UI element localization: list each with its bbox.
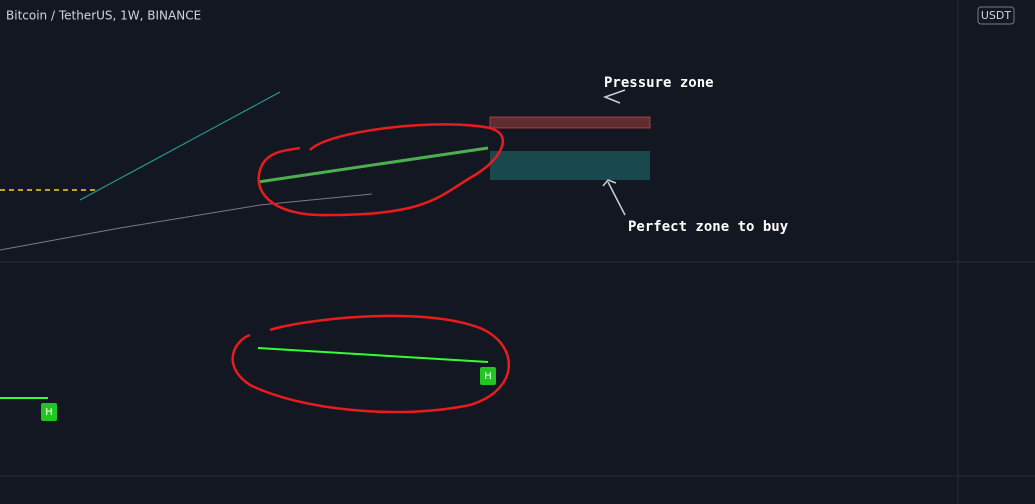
moving-average [0, 193, 373, 251]
pivot-label: H [45, 407, 53, 418]
indicator-divergence-line [257, 347, 489, 363]
annotation: Pressure zone [604, 75, 714, 91]
annotation: Perfect zone to buy [628, 219, 789, 235]
pivot-marker [480, 367, 496, 385]
symbol-title: Bitcoin / TetherUS, 1W, BINANCE [6, 9, 201, 23]
currency-badge [977, 6, 1015, 25]
freehand-circle [231, 314, 510, 414]
pivot-label: H [484, 371, 492, 382]
buy-zone [490, 151, 650, 180]
trend-line [79, 91, 281, 201]
arrow [602, 89, 626, 104]
pressure-zone [489, 116, 651, 129]
freehand-circle [257, 123, 504, 217]
currency-label: USDT [981, 9, 1012, 22]
price-divergence-line [257, 146, 489, 184]
pivot-marker [41, 403, 57, 421]
arrow [602, 179, 626, 216]
